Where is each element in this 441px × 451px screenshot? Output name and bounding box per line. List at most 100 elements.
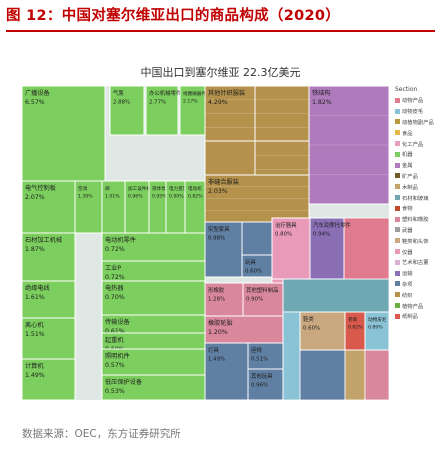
treemap-cell-value: 2.17%: [183, 99, 198, 105]
treemap-cell-label: 电气控制板: [25, 184, 56, 192]
treemap-cell: [204, 85, 256, 142]
legend-swatch: [395, 292, 400, 298]
treemap-cell: [101, 374, 206, 401]
legend-item: 纺织: [395, 289, 441, 300]
source-note: 数据来源：OEC，东方证券研究所: [22, 428, 181, 440]
treemap-filler-cell: [364, 349, 390, 401]
treemap-cell-value: 1.39%: [78, 194, 93, 200]
treemap-cell-value: 0.94%: [313, 231, 330, 237]
treemap-filler-cell: [271, 278, 284, 284]
legend-item: 杂项: [395, 279, 441, 290]
legend-item: 纸制品: [395, 311, 441, 322]
treemap-cell-label: 空调: [78, 185, 88, 192]
treemap-cell-value: 0.96%: [128, 194, 143, 200]
treemap-cell-value: 1.61%: [25, 294, 45, 301]
treemap-cell-value: 2.77%: [149, 99, 166, 105]
legend-swatch: [395, 162, 400, 168]
legend-label: 动物皮毛: [402, 109, 424, 116]
treemap-cell: [21, 85, 106, 182]
legend-item: 动物产品: [395, 95, 441, 106]
treemap-cell-label: 座椅: [251, 346, 262, 354]
legend-swatch: [395, 238, 400, 244]
legend-label: 食品: [402, 130, 413, 137]
treemap-cell-value: 1.87%: [25, 246, 45, 253]
treemap-cell-value: 1.49%: [208, 356, 225, 362]
treemap-cell: [145, 85, 179, 136]
treemap-cell-value: 1.20%: [208, 329, 228, 336]
legend-item: 化工产品: [395, 138, 441, 149]
treemap-cell-value: 0.90%: [169, 194, 184, 200]
legend-label: 动物产品: [402, 98, 424, 105]
treemap-cell-label: 灯具: [208, 346, 219, 354]
treemap-cell-label: 液体泵: [152, 185, 166, 192]
legend-label: 运输: [402, 271, 413, 278]
treemap-cell-value: 0.61%: [105, 328, 125, 335]
treemap-cell-label: 阀: [105, 185, 110, 192]
legend-swatch: [395, 205, 400, 211]
treemap-cell-value: 2.07%: [25, 194, 45, 201]
legend-swatch: [395, 249, 400, 255]
legend-swatch: [395, 97, 400, 103]
treemap-cell-value: 0.53%: [105, 388, 125, 395]
treemap-cell-value: 1.82%: [312, 99, 332, 106]
treemap-cell-label: 玩具: [245, 259, 256, 266]
treemap-cell-label: 石材加工机械: [25, 236, 62, 244]
treemap-cell-value: 0.57%: [105, 362, 125, 369]
legend-swatch: [395, 141, 400, 147]
legend-swatch: [395, 108, 400, 114]
figure-title: 图 12：中国对塞尔维亚出口的商品构成（2020）: [6, 8, 341, 24]
treemap-cell-label: 铁结构: [312, 89, 331, 97]
treemap-cell-label: 动物皮毛: [368, 316, 387, 323]
treemap-cell: [364, 311, 390, 351]
treemap-cell-label: 非缝合服装: [208, 178, 239, 186]
treemap-cell-value: 0.95%: [152, 194, 167, 200]
legend-label: 仪器: [402, 249, 413, 256]
legend-label: 纸制品: [402, 314, 418, 321]
treemap-cell-label: 绝缘电线: [25, 284, 50, 292]
legend-swatch: [395, 281, 400, 287]
treemap-cell-label: 线圈磁器件: [183, 90, 206, 97]
legend-item: 艺术和古董: [395, 257, 441, 268]
legend-label: 鞋类和头饰: [402, 238, 429, 245]
legend-swatch: [395, 195, 400, 201]
treemap-cell-value: 0.90%: [246, 296, 263, 302]
treemap-cell-label: 加工设件机械: [128, 185, 156, 192]
treemap-cell: [271, 217, 311, 280]
legend-label: 金属: [402, 163, 413, 170]
treemap-cell: [204, 315, 284, 344]
legend-label: 矿产品: [402, 173, 418, 180]
treemap-cell-value: 4.29%: [208, 99, 228, 106]
treemap-cell-label: 离心机: [25, 321, 44, 329]
treemap-cell-value: 2.03%: [208, 188, 228, 195]
treemap-cell-value: 1.49%: [25, 372, 45, 379]
treemap-cell: [21, 358, 76, 401]
legend-swatch: [395, 151, 400, 157]
treemap-filler-cell: [299, 349, 346, 401]
treemap-cell-value: 1.51%: [25, 331, 45, 338]
treemap-cell: [309, 217, 345, 280]
treemap-cell-label: 电动机零件: [105, 236, 136, 244]
treemap-cell-label: 办公机械零件: [149, 89, 182, 97]
legend-label: 机器: [402, 152, 413, 159]
treemap-cell: [21, 317, 76, 360]
legend-item: 动物皮毛: [395, 106, 441, 117]
treemap-cell-label: 鞋类: [303, 315, 314, 323]
legend-label: 化工产品: [402, 141, 424, 148]
legend-label: 武器: [402, 227, 413, 234]
legend-swatch: [395, 184, 400, 190]
treemap-cell: [254, 85, 310, 142]
treemap-cell: [204, 221, 243, 278]
legend-item: 运输: [395, 268, 441, 279]
legend-swatch: [395, 259, 400, 265]
treemap-cell: [204, 342, 249, 401]
treemap-cell-label: 计算机: [25, 362, 44, 370]
treemap-filler-cell: [343, 217, 390, 280]
treemap-cell: [21, 280, 76, 319]
treemap-cell-label: 广播设备: [25, 89, 51, 97]
legend-swatch: [395, 227, 400, 233]
treemap-cell-label: 电动机: [188, 185, 202, 192]
treemap-filler-cell: [282, 311, 301, 401]
treemap-cell: [242, 282, 284, 317]
treemap-cell-value: 0.96%: [251, 382, 268, 388]
treemap-cell-label: 其他针织服装: [208, 89, 245, 97]
